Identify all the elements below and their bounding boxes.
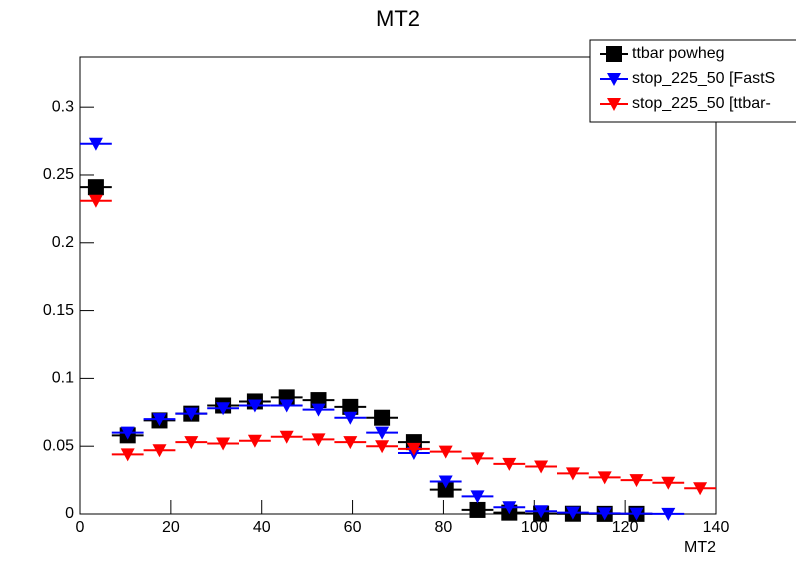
data-point: [693, 482, 708, 496]
data-point: [406, 442, 421, 456]
data-point: [629, 507, 644, 521]
y-tick-label: 0.25: [43, 166, 74, 183]
data-point: [88, 137, 103, 151]
y-tick-label: 0.15: [43, 302, 74, 319]
data-point: [247, 434, 262, 448]
legend-marker: [607, 98, 621, 111]
data-point: [597, 471, 612, 485]
data-point: [437, 481, 454, 498]
data-point: [343, 411, 358, 425]
data-point: [87, 179, 104, 196]
data-point: [216, 437, 231, 451]
x-tick-label: 120: [612, 519, 639, 536]
x-tick-label: 80: [435, 519, 453, 536]
x-tick-label: 140: [703, 519, 730, 536]
data-point: [216, 402, 231, 416]
legend-marker: [606, 46, 622, 62]
data-point: [279, 430, 294, 444]
y-tick-label: 0.3: [52, 98, 74, 115]
data-point: [184, 407, 199, 421]
plot-frame: [79, 56, 717, 515]
data-point: [374, 409, 391, 426]
legend-label: stop_225_50 [FastS: [632, 70, 775, 87]
data-point: [565, 467, 580, 481]
data-point: [534, 460, 549, 474]
data-point: [438, 475, 453, 489]
y-tick-label: 0.05: [43, 437, 74, 454]
data-point: [152, 413, 167, 427]
x-tick-label: 40: [253, 519, 271, 536]
y-tick-label: 0.1: [52, 370, 74, 387]
data-point: [661, 507, 676, 521]
data-point: [534, 505, 549, 519]
data-point: [88, 194, 103, 208]
data-point: [470, 452, 485, 466]
data-point: [502, 501, 517, 515]
y-tick-label: 0.2: [52, 234, 74, 251]
x-tick-label: 60: [344, 519, 362, 536]
data-point: [343, 436, 358, 450]
data-point: [438, 445, 453, 459]
x-tick-label: 0: [76, 519, 85, 536]
data-point: [629, 474, 644, 488]
x-tick-label: 20: [162, 519, 180, 536]
data-point: [120, 448, 135, 462]
data-point: [342, 398, 359, 415]
data-point: [247, 399, 262, 413]
data-point: [597, 507, 612, 521]
legend-marker: [607, 73, 621, 86]
x-tick-label: 100: [521, 519, 548, 536]
data-point: [661, 476, 676, 490]
data-point: [470, 490, 485, 504]
y-tick-label: 0: [65, 505, 74, 522]
data-point: [279, 399, 294, 413]
legend-label: ttbar powheg: [632, 45, 725, 62]
chart-title: MT2: [376, 6, 420, 31]
data-point: [311, 403, 326, 417]
data-point: [184, 436, 199, 450]
data-point: [375, 440, 390, 454]
x-axis-label: MT2: [684, 539, 716, 556]
data-point: [469, 501, 486, 518]
legend-label: stop_225_50 [ttbar-: [632, 95, 771, 112]
data-point: [311, 433, 326, 447]
data-point: [120, 426, 135, 440]
data-point: [375, 426, 390, 440]
data-point: [565, 506, 580, 520]
data-point: [152, 444, 167, 458]
data-point: [502, 457, 517, 471]
